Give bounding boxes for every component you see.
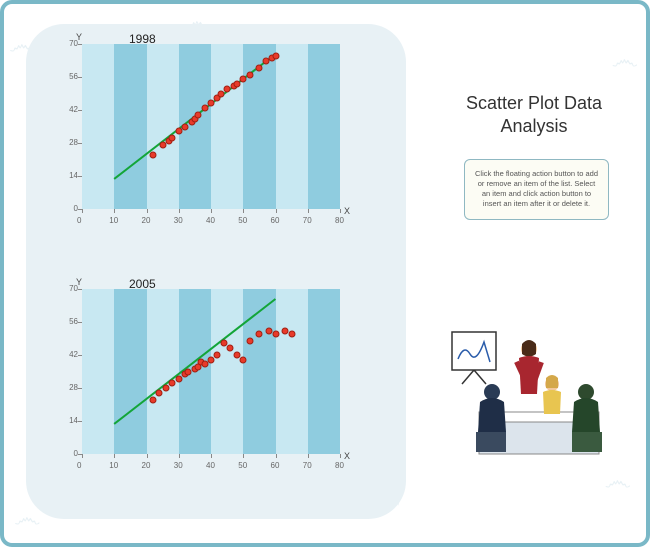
y-tick-label: 56 [64,317,78,326]
x-tick-label: 40 [206,216,215,225]
data-point [175,375,182,382]
x-axis-letter: X [344,451,350,461]
y-tick-label: 28 [64,138,78,147]
data-point [182,123,189,130]
data-point [156,389,163,396]
data-point [208,99,215,106]
data-point [246,71,253,78]
data-point [256,64,263,71]
data-point [208,356,215,363]
x-tick-label: 0 [77,461,81,470]
x-tick-label: 0 [77,216,81,225]
x-tick-label: 70 [303,216,312,225]
x-axis-letter: X [344,206,350,216]
plot-area [82,289,340,454]
x-tick-label: 60 [271,461,280,470]
data-point [246,337,253,344]
y-tick-label: 42 [64,105,78,114]
y-tick-label: 14 [64,171,78,180]
data-point [217,90,224,97]
data-point [272,330,279,337]
plot-area [82,44,340,209]
scatter-chart-1998: Y X 1998 01428425670 01020304050607080 [44,34,364,254]
data-point [149,396,156,403]
data-point [240,356,247,363]
data-point [159,142,166,149]
chart-title: 2005 [129,277,156,291]
x-tick-label: 80 [335,216,344,225]
data-point [201,361,208,368]
scatter-chart-2005: Y X 2005 01428425670 01020304050607080 [44,279,364,499]
info-callout: Click the floating action button to add … [464,159,609,220]
data-point [214,352,221,359]
page-title: Scatter Plot Data Analysis [444,92,624,137]
y-tick-label: 28 [64,383,78,392]
x-tick-label: 50 [238,216,247,225]
data-point [227,344,234,351]
plot-band [114,44,146,209]
y-tick-label: 0 [64,449,78,458]
data-point [175,128,182,135]
y-tick-label: 0 [64,204,78,213]
data-point [201,104,208,111]
y-tick-label: 14 [64,416,78,425]
x-tick-label: 80 [335,461,344,470]
data-point [256,330,263,337]
x-tick-label: 20 [142,461,151,470]
plot-band [114,289,146,454]
y-tick-label: 70 [64,39,78,48]
x-tick-label: 70 [303,461,312,470]
meeting-illustration [444,314,624,474]
x-tick-label: 10 [109,461,118,470]
x-tick-label: 60 [271,216,280,225]
plot-band [308,289,340,454]
x-tick-label: 40 [206,461,215,470]
data-point [272,52,279,59]
chart-title: 1998 [129,32,156,46]
data-point [149,151,156,158]
data-point [233,81,240,88]
x-tick-label: 10 [109,216,118,225]
y-tick-label: 56 [64,72,78,81]
plot-band [308,44,340,209]
y-tick-label: 70 [64,284,78,293]
y-tick-label: 42 [64,350,78,359]
deco-cloud: ෴ [611,44,638,77]
data-point [162,385,169,392]
data-point [169,380,176,387]
data-point [240,76,247,83]
data-point [169,135,176,142]
x-tick-label: 50 [238,461,247,470]
x-tick-label: 30 [174,216,183,225]
data-point [288,330,295,337]
data-point [195,111,202,118]
x-tick-label: 30 [174,461,183,470]
x-tick-label: 20 [142,216,151,225]
plot-band [243,289,275,454]
